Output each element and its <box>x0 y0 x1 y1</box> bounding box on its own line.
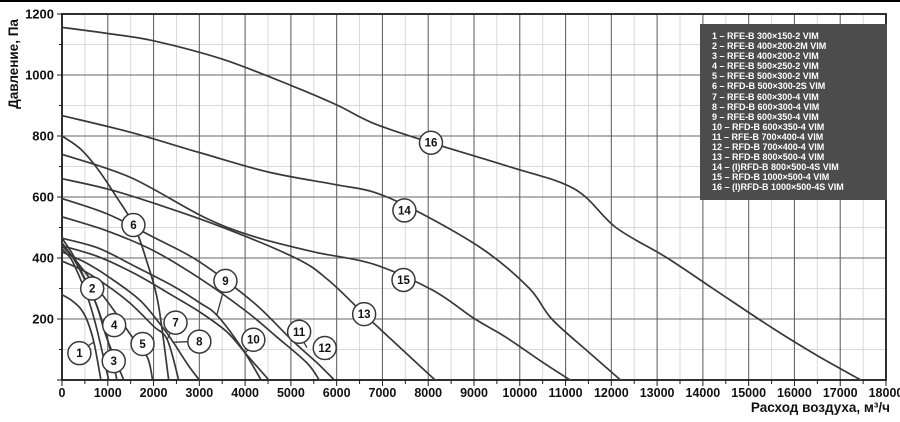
curve-label-circle-6 <box>121 212 146 238</box>
curve-label-number-5: 5 <box>139 339 146 351</box>
curve-label-circle-10 <box>241 327 266 352</box>
legend-item-3: 3 – RFE-B 400×200-2 VIM <box>712 51 819 62</box>
legend-item-14: 14 – (I)RFD-B 800×500-4S VIM <box>712 162 839 173</box>
x-tick-label: 8000 <box>414 386 442 400</box>
curve-label-circle-9 <box>213 268 238 294</box>
x-tick-label: 3000 <box>185 386 213 400</box>
curve-label-number-13: 13 <box>358 309 371 321</box>
curve-label-circle-13 <box>351 301 377 327</box>
curve-label-number-8: 8 <box>196 337 203 349</box>
y-tick-label: 800 <box>32 129 54 144</box>
x-tick-label: 2000 <box>140 386 168 400</box>
legend-item-4: 4 – RFE-B 500×250-2 VIM <box>712 61 819 72</box>
curve-label-number-1: 1 <box>76 348 83 360</box>
legend-item-16: 16 – (I)RFD-B 1000×500-4S VIM <box>712 182 844 193</box>
curve-label-circle-3 <box>101 348 126 374</box>
curve-label-circle-1 <box>67 340 92 366</box>
curve-label-circle-8 <box>187 329 212 354</box>
legend-item-10: 10 – RFD-B 600×350-4 VIM <box>712 121 825 132</box>
legend-item-6: 6 – RFD-B 500×300-2S VIM <box>712 81 826 92</box>
legend-item-1: 1 – RFE-B 300×150-2 VIM <box>712 31 819 41</box>
x-axis-title: Расход воздуха, м³/ч <box>750 400 890 415</box>
curve-14 <box>61 114 622 381</box>
x-tick-label: 1000 <box>94 386 122 400</box>
legend-item-12: 12 – RFD-B 700×400-4 VIM <box>712 142 825 153</box>
curve-15 <box>61 153 571 381</box>
x-tick-label: 18000 <box>869 386 900 400</box>
curve-1 <box>61 293 102 381</box>
curves <box>61 26 862 381</box>
x-tick-label: 4000 <box>231 386 259 400</box>
curve-label-circle-16 <box>418 130 444 155</box>
curve-label-circle-4 <box>101 312 127 338</box>
legend-item-2: 2 – RFE-B 400×200-2M VIM <box>712 41 827 52</box>
legend-item-15: 15 – RFD-B 1000×500-4 VIM <box>712 172 830 183</box>
curve-8 <box>61 251 201 381</box>
legend-item-8: 8 – RFD-B 600×300-4 VIM <box>712 101 820 112</box>
curve-label-number-16: 16 <box>425 138 438 150</box>
curve-label-circle-2 <box>79 276 105 301</box>
curve-label-number-12: 12 <box>318 343 331 355</box>
y-tick-label: 400 <box>32 251 54 266</box>
legend-item-5: 5 – RFE-B 500×300-2 VIM <box>712 71 819 82</box>
curve-13 <box>61 177 436 381</box>
curve-label-number-9: 9 <box>222 276 228 288</box>
curve-label-circle-5 <box>130 331 155 357</box>
y-tick-label: 1000 <box>25 68 54 83</box>
curve-5 <box>61 244 154 381</box>
x-tick-label: 9000 <box>460 386 488 400</box>
curve-label-circle-12 <box>312 335 338 361</box>
curve-label-number-10: 10 <box>247 335 260 347</box>
x-tick-label: 5000 <box>277 386 305 400</box>
curve-label-circle-14 <box>392 198 417 223</box>
x-tick-label: 17000 <box>823 386 858 400</box>
x-tick-label: 12000 <box>594 386 629 400</box>
curve-label-number-7: 7 <box>172 318 178 330</box>
y-tick-label: 1200 <box>25 7 54 22</box>
x-tick-labels: 0 1000 2000 3000 4000 5000 6000 7000 8000 9000 100… <box>59 386 900 400</box>
curve-label-number-3: 3 <box>111 356 117 368</box>
legend: 1 – RFE-B 300×150-2 VIM 2 – RFE-B 400×200… <box>700 24 887 200</box>
curve-16 <box>61 26 862 381</box>
curve-label-circle-15 <box>391 267 416 293</box>
legend-item-13: 13 – RFD-B 800×500-4 VIM <box>712 152 825 163</box>
curve-label-circle-7 <box>163 310 188 335</box>
curve-label-number-4: 4 <box>111 320 118 332</box>
legend-item-11: 11 – RFE-B 700×400-4 VIM <box>712 131 824 142</box>
legend-item-9: 9 – RFE-B 600×350-4 VIM <box>712 111 819 122</box>
x-tick-label: 15000 <box>731 386 766 400</box>
x-tick-label: 6000 <box>323 386 351 400</box>
x-tick-label: 14000 <box>686 386 721 400</box>
x-tick-label: 13000 <box>640 386 675 400</box>
x-tick-label: 11000 <box>549 386 583 400</box>
curve-11 <box>61 215 321 381</box>
curve-10 <box>61 244 270 381</box>
curve-label-number-14: 14 <box>398 205 411 217</box>
x-tick-label: 10000 <box>502 386 537 400</box>
y-axis-title: Давление, Па <box>6 19 21 109</box>
curve-label-number-2: 2 <box>89 284 95 296</box>
curve-7 <box>61 260 180 381</box>
curve-label-number-6: 6 <box>130 220 136 232</box>
x-tick-label: 16000 <box>777 386 812 400</box>
y-tick-labels: 200 400 600 800 1000 1200 <box>25 7 54 327</box>
curve-label-number-11: 11 <box>293 327 306 339</box>
x-tick-label: 7000 <box>369 386 397 400</box>
curve-label-circle-11 <box>286 319 312 345</box>
curve-label-number-15: 15 <box>397 275 410 287</box>
x-tick-label: 0 <box>59 386 66 400</box>
curve-6 <box>61 135 170 381</box>
axis-ticks <box>57 13 887 386</box>
y-tick-label: 200 <box>32 312 54 327</box>
y-tick-label: 600 <box>32 190 54 205</box>
legend-item-7: 7 – RFE-B 600×300-4 VIM <box>712 91 819 102</box>
